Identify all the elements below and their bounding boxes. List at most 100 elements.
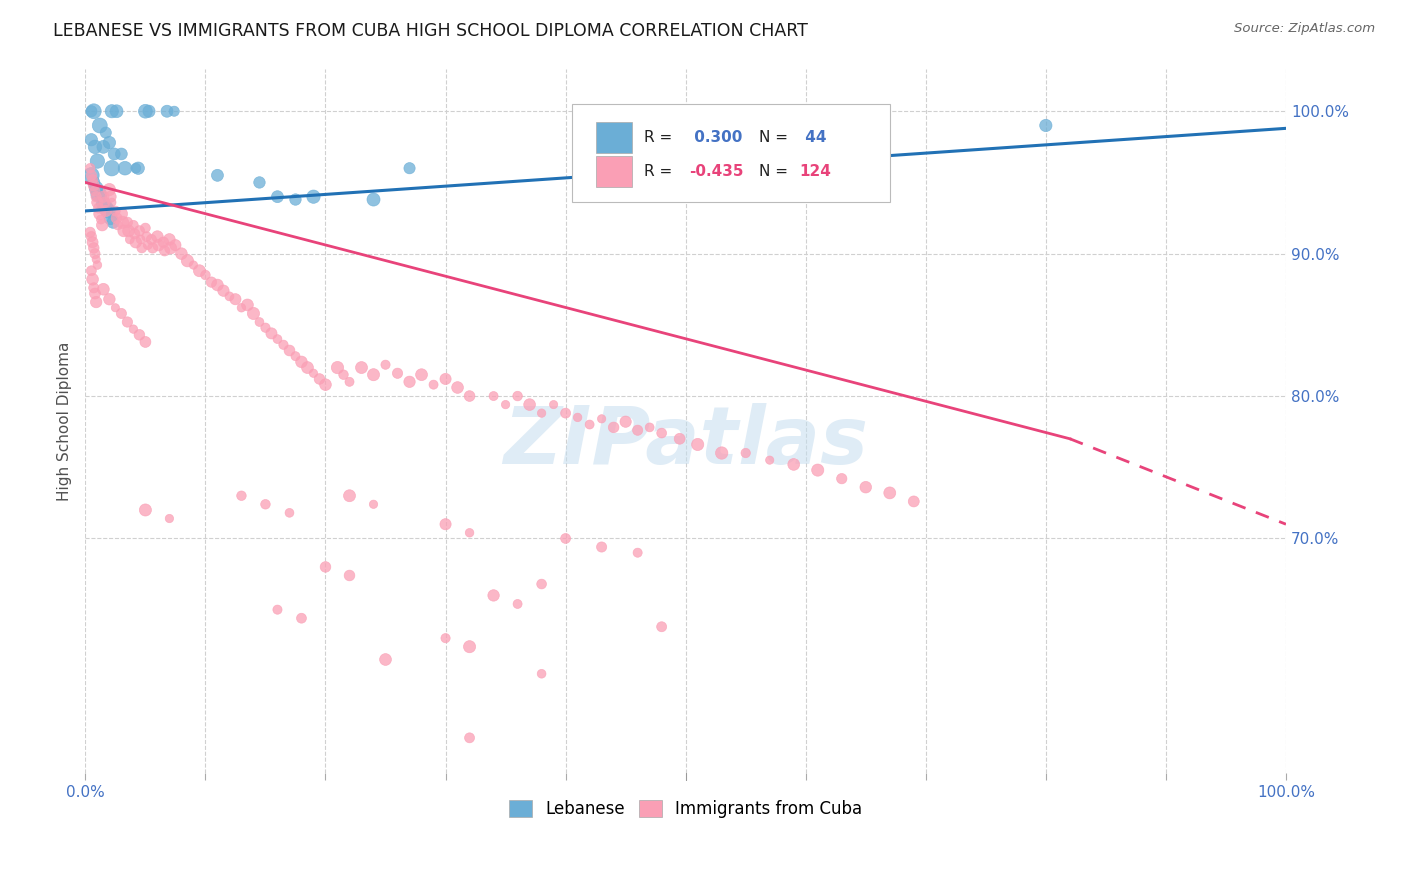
Point: [651, 426, 673, 441]
Point: [249, 315, 271, 329]
Point: [84, 140, 107, 154]
Point: [315, 377, 337, 392]
Point: [105, 211, 128, 225]
Point: [554, 532, 576, 546]
Point: [83, 178, 105, 193]
Text: N =: N =: [759, 164, 793, 179]
Point: [398, 161, 420, 176]
Point: [183, 258, 205, 272]
Point: [153, 244, 176, 258]
Point: [506, 389, 529, 403]
Point: [506, 597, 529, 611]
Point: [363, 193, 385, 207]
Point: [110, 306, 132, 320]
Point: [90, 212, 112, 227]
Point: [152, 235, 174, 250]
Point: [82, 172, 104, 186]
Point: [82, 235, 104, 250]
Point: [89, 207, 111, 221]
Point: [188, 264, 211, 278]
Point: [141, 232, 163, 246]
Text: 124: 124: [800, 164, 831, 179]
Point: [207, 169, 229, 183]
Text: ZIPatlas: ZIPatlas: [503, 403, 868, 481]
Point: [302, 189, 325, 203]
Point: [142, 241, 165, 255]
Point: [567, 410, 589, 425]
Point: [434, 517, 457, 532]
Text: Source: ZipAtlas.com: Source: ZipAtlas.com: [1234, 22, 1375, 36]
Point: [339, 375, 361, 389]
Point: [302, 366, 325, 380]
Y-axis label: High School Diploma: High School Diploma: [58, 342, 72, 500]
Point: [260, 326, 283, 341]
Point: [411, 368, 433, 382]
Point: [224, 292, 246, 306]
Point: [131, 241, 153, 255]
Point: [80, 104, 103, 119]
Point: [254, 320, 277, 334]
Point: [134, 104, 156, 119]
Point: [80, 264, 103, 278]
Point: [278, 506, 301, 520]
Point: [266, 189, 288, 203]
Point: [94, 126, 117, 140]
Point: [482, 589, 505, 603]
Point: [157, 511, 180, 525]
Point: [98, 136, 121, 150]
Point: [284, 349, 307, 363]
Point: [207, 277, 229, 292]
Point: [128, 327, 150, 342]
Point: [855, 480, 877, 494]
Point: [84, 184, 107, 198]
Text: N =: N =: [759, 130, 793, 145]
Point: [495, 398, 517, 412]
Point: [159, 241, 181, 255]
Point: [231, 301, 253, 315]
Point: [374, 652, 396, 666]
Point: [101, 215, 124, 229]
Point: [101, 161, 124, 176]
Point: [530, 666, 553, 681]
Point: [157, 232, 180, 246]
Point: [332, 368, 354, 382]
Point: [98, 292, 121, 306]
Point: [112, 224, 135, 238]
Point: [446, 380, 468, 394]
Point: [100, 189, 122, 203]
Point: [236, 298, 259, 312]
Point: [94, 203, 117, 218]
Point: [458, 731, 481, 745]
Point: [482, 389, 505, 403]
Point: [326, 360, 349, 375]
Legend: Lebanese, Immigrants from Cuba: Lebanese, Immigrants from Cuba: [502, 794, 869, 825]
Point: [104, 203, 127, 218]
Point: [86, 258, 108, 272]
Point: [135, 229, 157, 244]
Point: [87, 186, 110, 201]
Point: [110, 207, 132, 221]
Point: [165, 238, 187, 252]
Point: [710, 446, 733, 460]
Point: [363, 368, 385, 382]
Point: [86, 154, 108, 169]
Point: [134, 334, 156, 349]
Point: [80, 169, 103, 183]
Text: R =: R =: [644, 130, 676, 145]
Point: [297, 360, 319, 375]
Point: [93, 189, 115, 203]
Point: [591, 412, 613, 426]
Point: [91, 218, 114, 232]
Point: [242, 306, 264, 320]
Point: [84, 252, 107, 267]
Point: [101, 104, 124, 119]
Point: [194, 268, 217, 282]
Point: [308, 372, 330, 386]
Point: [117, 224, 139, 238]
Point: [84, 189, 107, 203]
Point: [134, 503, 156, 517]
Point: [807, 463, 830, 477]
Point: [148, 238, 170, 252]
Point: [118, 232, 141, 246]
Point: [84, 181, 107, 195]
